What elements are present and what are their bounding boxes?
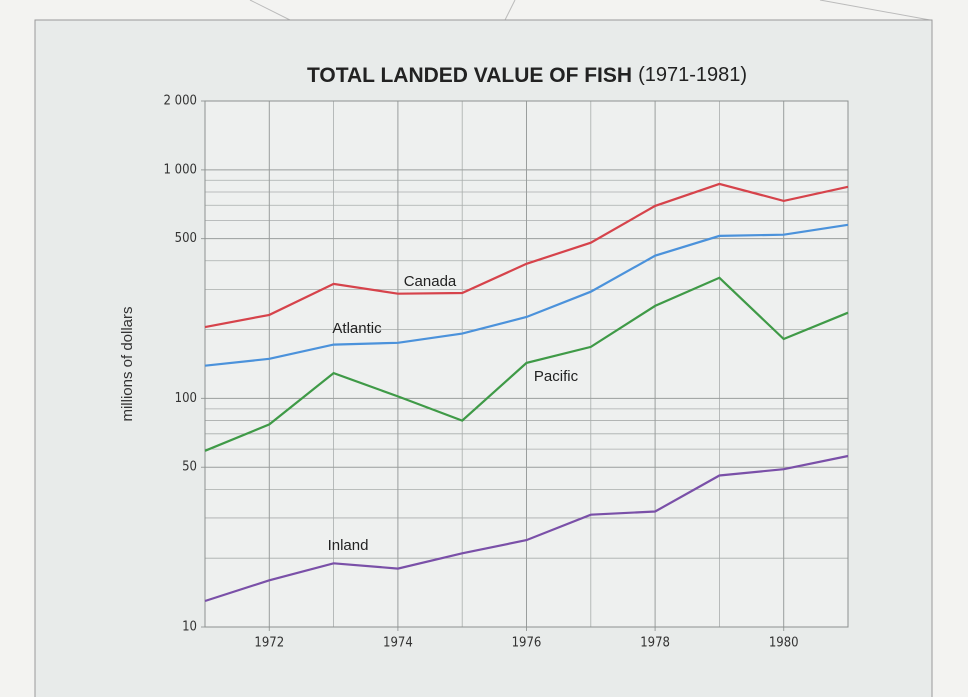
paper-line: [249, 0, 291, 21]
series-line: [204, 276, 849, 452]
series-line: [204, 182, 849, 329]
title-main: TOTAL LANDED VALUE OF FISH: [307, 64, 632, 87]
series-line: [204, 223, 849, 367]
y-tick-label: 100: [175, 391, 197, 406]
y-tick-label: 500: [175, 231, 197, 246]
y-tick-label: 10: [182, 620, 197, 635]
plot-frame: [204, 100, 849, 628]
x-tick-label: 1978: [640, 636, 670, 651]
series-label: Pacific: [534, 368, 579, 385]
x-tick-label: 1976: [512, 636, 542, 651]
y-tick-label: 50: [182, 460, 197, 475]
y-tick-label: 2 000: [164, 94, 197, 109]
y-tick-label: 1 000: [164, 162, 197, 177]
chart-title: TOTAL LANDED VALUE OF FISH (1971-1981): [307, 64, 747, 87]
paper-line: [819, 0, 931, 21]
title-years: (1971-1981): [638, 64, 747, 86]
series-label: Atlantic: [332, 320, 382, 337]
paper-line: [504, 0, 516, 21]
x-tick-label: 1974: [383, 636, 413, 651]
series-label: Inland: [328, 537, 369, 554]
y-axis-label: millions of dollars: [119, 306, 136, 421]
x-tick-label: 1972: [254, 636, 284, 651]
series-line: [204, 454, 849, 603]
x-tick-label: 1980: [769, 636, 799, 651]
series-label: Canada: [404, 273, 457, 290]
